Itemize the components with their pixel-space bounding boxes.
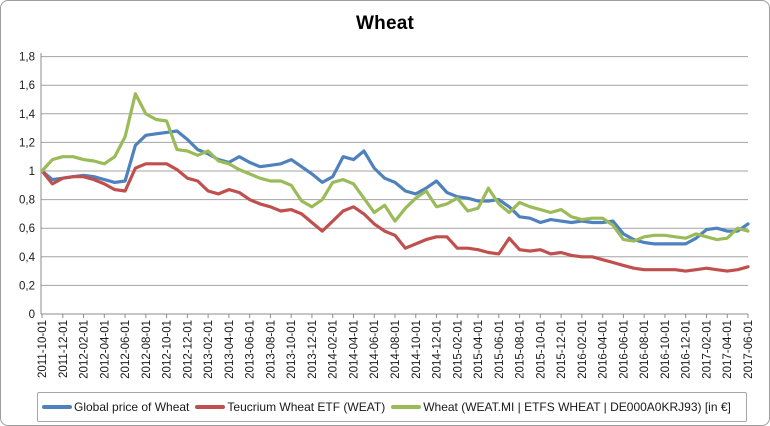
series-line-teucrium (40, 162, 750, 273)
y-tick-label: 0,6 (19, 223, 35, 235)
legend-item: Teucrium Wheat ETF (WEAT) (195, 400, 385, 414)
series-line-wheat (40, 92, 750, 243)
x-tick-label: 2017-02-01 (701, 320, 713, 379)
x-tick-label: 2013-02-01 (203, 320, 215, 379)
x-tick-label: 2014-08-01 (390, 320, 402, 379)
x-tick-label: 2015-06-01 (494, 320, 506, 379)
y-tick-label: 1,2 (19, 137, 35, 149)
x-tick-label: 2012-04-01 (99, 320, 111, 379)
x-tick-label: 2016-04-01 (598, 320, 610, 379)
y-tick-label: 0,8 (19, 195, 35, 207)
x-tick-label: 2017-04-01 (722, 320, 734, 379)
chart-title: Wheat (356, 13, 414, 34)
x-tick-label: 2017-06-01 (743, 320, 755, 379)
series-line-global (40, 129, 750, 246)
x-tick-label: 2014-06-01 (369, 320, 381, 379)
x-tick-label: 2015-02-01 (452, 320, 464, 379)
x-tick-label: 2015-12-01 (556, 320, 568, 379)
x-tick-label: 2015-10-01 (535, 320, 547, 379)
x-tick-label: 2016-02-01 (577, 320, 589, 379)
y-tick-label: 0,4 (19, 252, 36, 264)
legend-item: Wheat (WEAT.MI | ETFS WHEAT | DE000A0KRJ… (391, 400, 731, 414)
x-tick-label: 2014-12-01 (432, 320, 444, 379)
plot-area: 0 0,2 0,4 0,6 0,8 1 1,2 1,4 1,6 1,8 2011-10-01 2011… (19, 52, 755, 379)
legend: Global price of Wheat Teucrium Wheat ETF… (37, 392, 747, 422)
x-tick-label: 2011-12-01 (58, 320, 70, 378)
legend-label: Teucrium Wheat ETF (WEAT) (227, 400, 386, 414)
x-tick-label: 2011-10-01 (37, 320, 49, 378)
x-tick-label: 2013-10-01 (286, 320, 298, 379)
series-swatch-global-price (42, 405, 72, 409)
legend-label: Global price of Wheat (74, 400, 190, 414)
x-tick-label: 2016-12-01 (681, 320, 693, 379)
x-tick-label: 2013-08-01 (265, 320, 277, 379)
y-tick-label: 1 (29, 166, 35, 178)
x-tick-label: 2013-04-01 (224, 320, 236, 379)
x-tick-label: 2012-08-01 (141, 320, 153, 379)
x-tick-label: 2012-12-01 (182, 320, 194, 379)
x-tick-label: 2013-12-01 (307, 320, 319, 379)
x-tick-label: 2016-08-01 (639, 320, 651, 379)
y-tick-label: 0 (29, 309, 35, 321)
x-tick-label: 2014-02-01 (328, 320, 340, 379)
y-tick-label: 1,4 (19, 109, 36, 121)
series-swatch-weat-mi (391, 405, 422, 409)
y-tick-label: 0,2 (19, 280, 35, 292)
series-swatch-teucrium-etf (195, 405, 226, 409)
x-tick-label: 2012-02-01 (79, 320, 91, 379)
x-tick-label: 2014-04-01 (348, 320, 360, 379)
x-tick-label: 2016-10-01 (660, 320, 672, 379)
x-tick-label: 2015-08-01 (515, 320, 527, 379)
x-tick-label: 2012-10-01 (162, 320, 174, 379)
x-tick-label: 2012-06-01 (120, 320, 132, 379)
x-tick-label: 2016-06-01 (618, 320, 630, 379)
legend-item: Global price of Wheat (42, 400, 189, 414)
x-tick-label: 2014-10-01 (411, 320, 423, 379)
legend-label: Wheat (WEAT.MI | ETFS WHEAT | DE000A0KRJ… (423, 400, 731, 414)
x-tick-label: 2015-04-01 (473, 320, 485, 379)
y-tick-label: 1,6 (19, 80, 35, 92)
x-tick-label: 2013-06-01 (245, 320, 257, 379)
y-tick-label: 1,8 (19, 52, 35, 64)
